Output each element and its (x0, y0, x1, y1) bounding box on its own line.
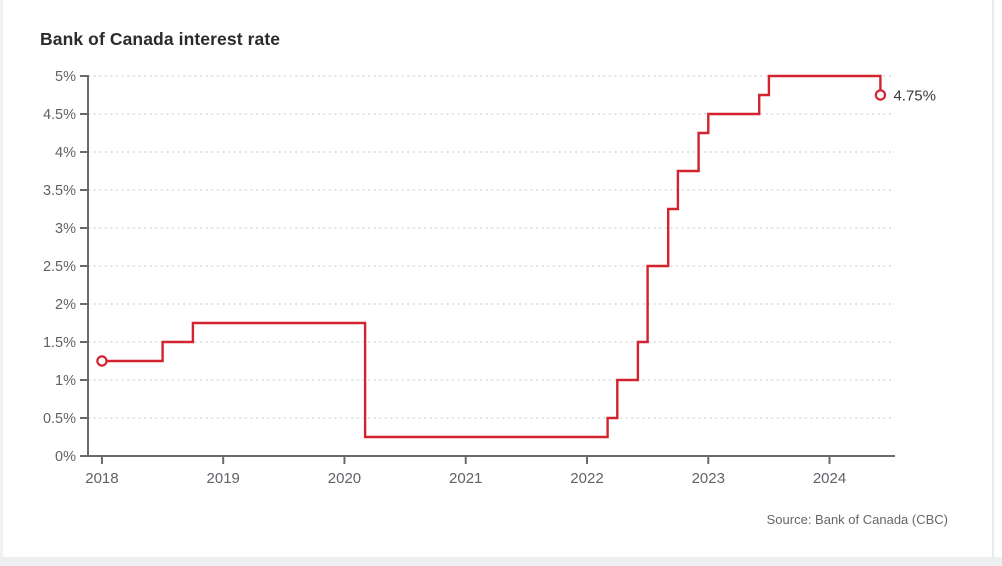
page-bottom-edge (0, 557, 1002, 566)
y-axis-tick-label: 4% (55, 145, 76, 161)
y-axis-tick-label: 5% (55, 69, 76, 85)
x-axis-tick-label: 2022 (570, 470, 603, 487)
x-axis-tick-label: 2018 (85, 470, 118, 487)
start-point-marker (96, 355, 108, 367)
y-axis-tick-label: 4.5% (43, 107, 76, 123)
y-axis-tick-label: 3% (55, 221, 76, 237)
x-axis-tick-label: 2024 (813, 470, 846, 487)
x-axis-tick-label: 2020 (328, 470, 361, 487)
source-attribution: Source: Bank of Canada (CBC) (766, 512, 948, 527)
x-axis-tick-label: 2023 (692, 470, 725, 487)
chart-title: Bank of Canada interest rate (40, 29, 281, 49)
x-axis-tick-label: 2021 (449, 470, 482, 487)
page-right-edge (992, 0, 994, 557)
y-axis-tick-label: 1.5% (43, 335, 76, 351)
rate-step-line (101, 74, 882, 439)
page-left-edge (0, 0, 3, 566)
y-axis-tick-label: 1% (55, 373, 76, 389)
end-value-label: 4.75% (893, 88, 936, 105)
end-point-marker (874, 89, 887, 101)
y-axis-tick-label: 0.5% (43, 411, 76, 427)
y-axis-tick-label: 3.5% (43, 183, 76, 199)
y-axis-tick-label: 0% (55, 449, 76, 465)
y-axis-tick-label: 2% (55, 297, 76, 313)
y-axis-tick-label: 2.5% (43, 259, 76, 275)
x-axis-tick-label: 2019 (207, 470, 240, 487)
